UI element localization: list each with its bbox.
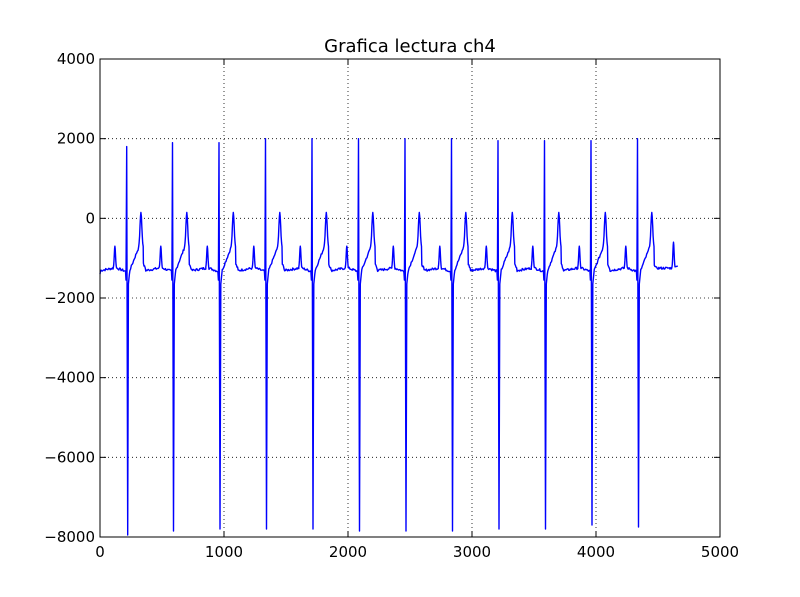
x-tick-label: 5000 (701, 543, 739, 561)
y-tick-label: 2000 (57, 130, 95, 148)
series-line-ch4 (99, 138, 678, 536)
y-tick-label: −2000 (44, 289, 95, 307)
y-tick-label: −6000 (44, 448, 95, 466)
x-tick-label: 0 (95, 543, 105, 561)
x-tick-label: 4000 (577, 543, 615, 561)
plot-frame (99, 58, 721, 538)
y-tick-label: 0 (85, 209, 95, 227)
grid (100, 59, 720, 537)
x-tick-label: 1000 (205, 543, 243, 561)
series-layer (99, 138, 678, 536)
y-tick-label: −4000 (44, 369, 95, 387)
x-tick-label: 3000 (453, 543, 491, 561)
x-tick-label: 2000 (329, 543, 367, 561)
chart-title: Grafica lectura ch4 (324, 36, 496, 57)
axes: 0 1000 2000 3000 4000 5000 −8000 −6000 −4000 −200… (44, 50, 739, 561)
y-tick-label: −8000 (44, 528, 95, 546)
y-tick-label: 4000 (57, 50, 95, 68)
